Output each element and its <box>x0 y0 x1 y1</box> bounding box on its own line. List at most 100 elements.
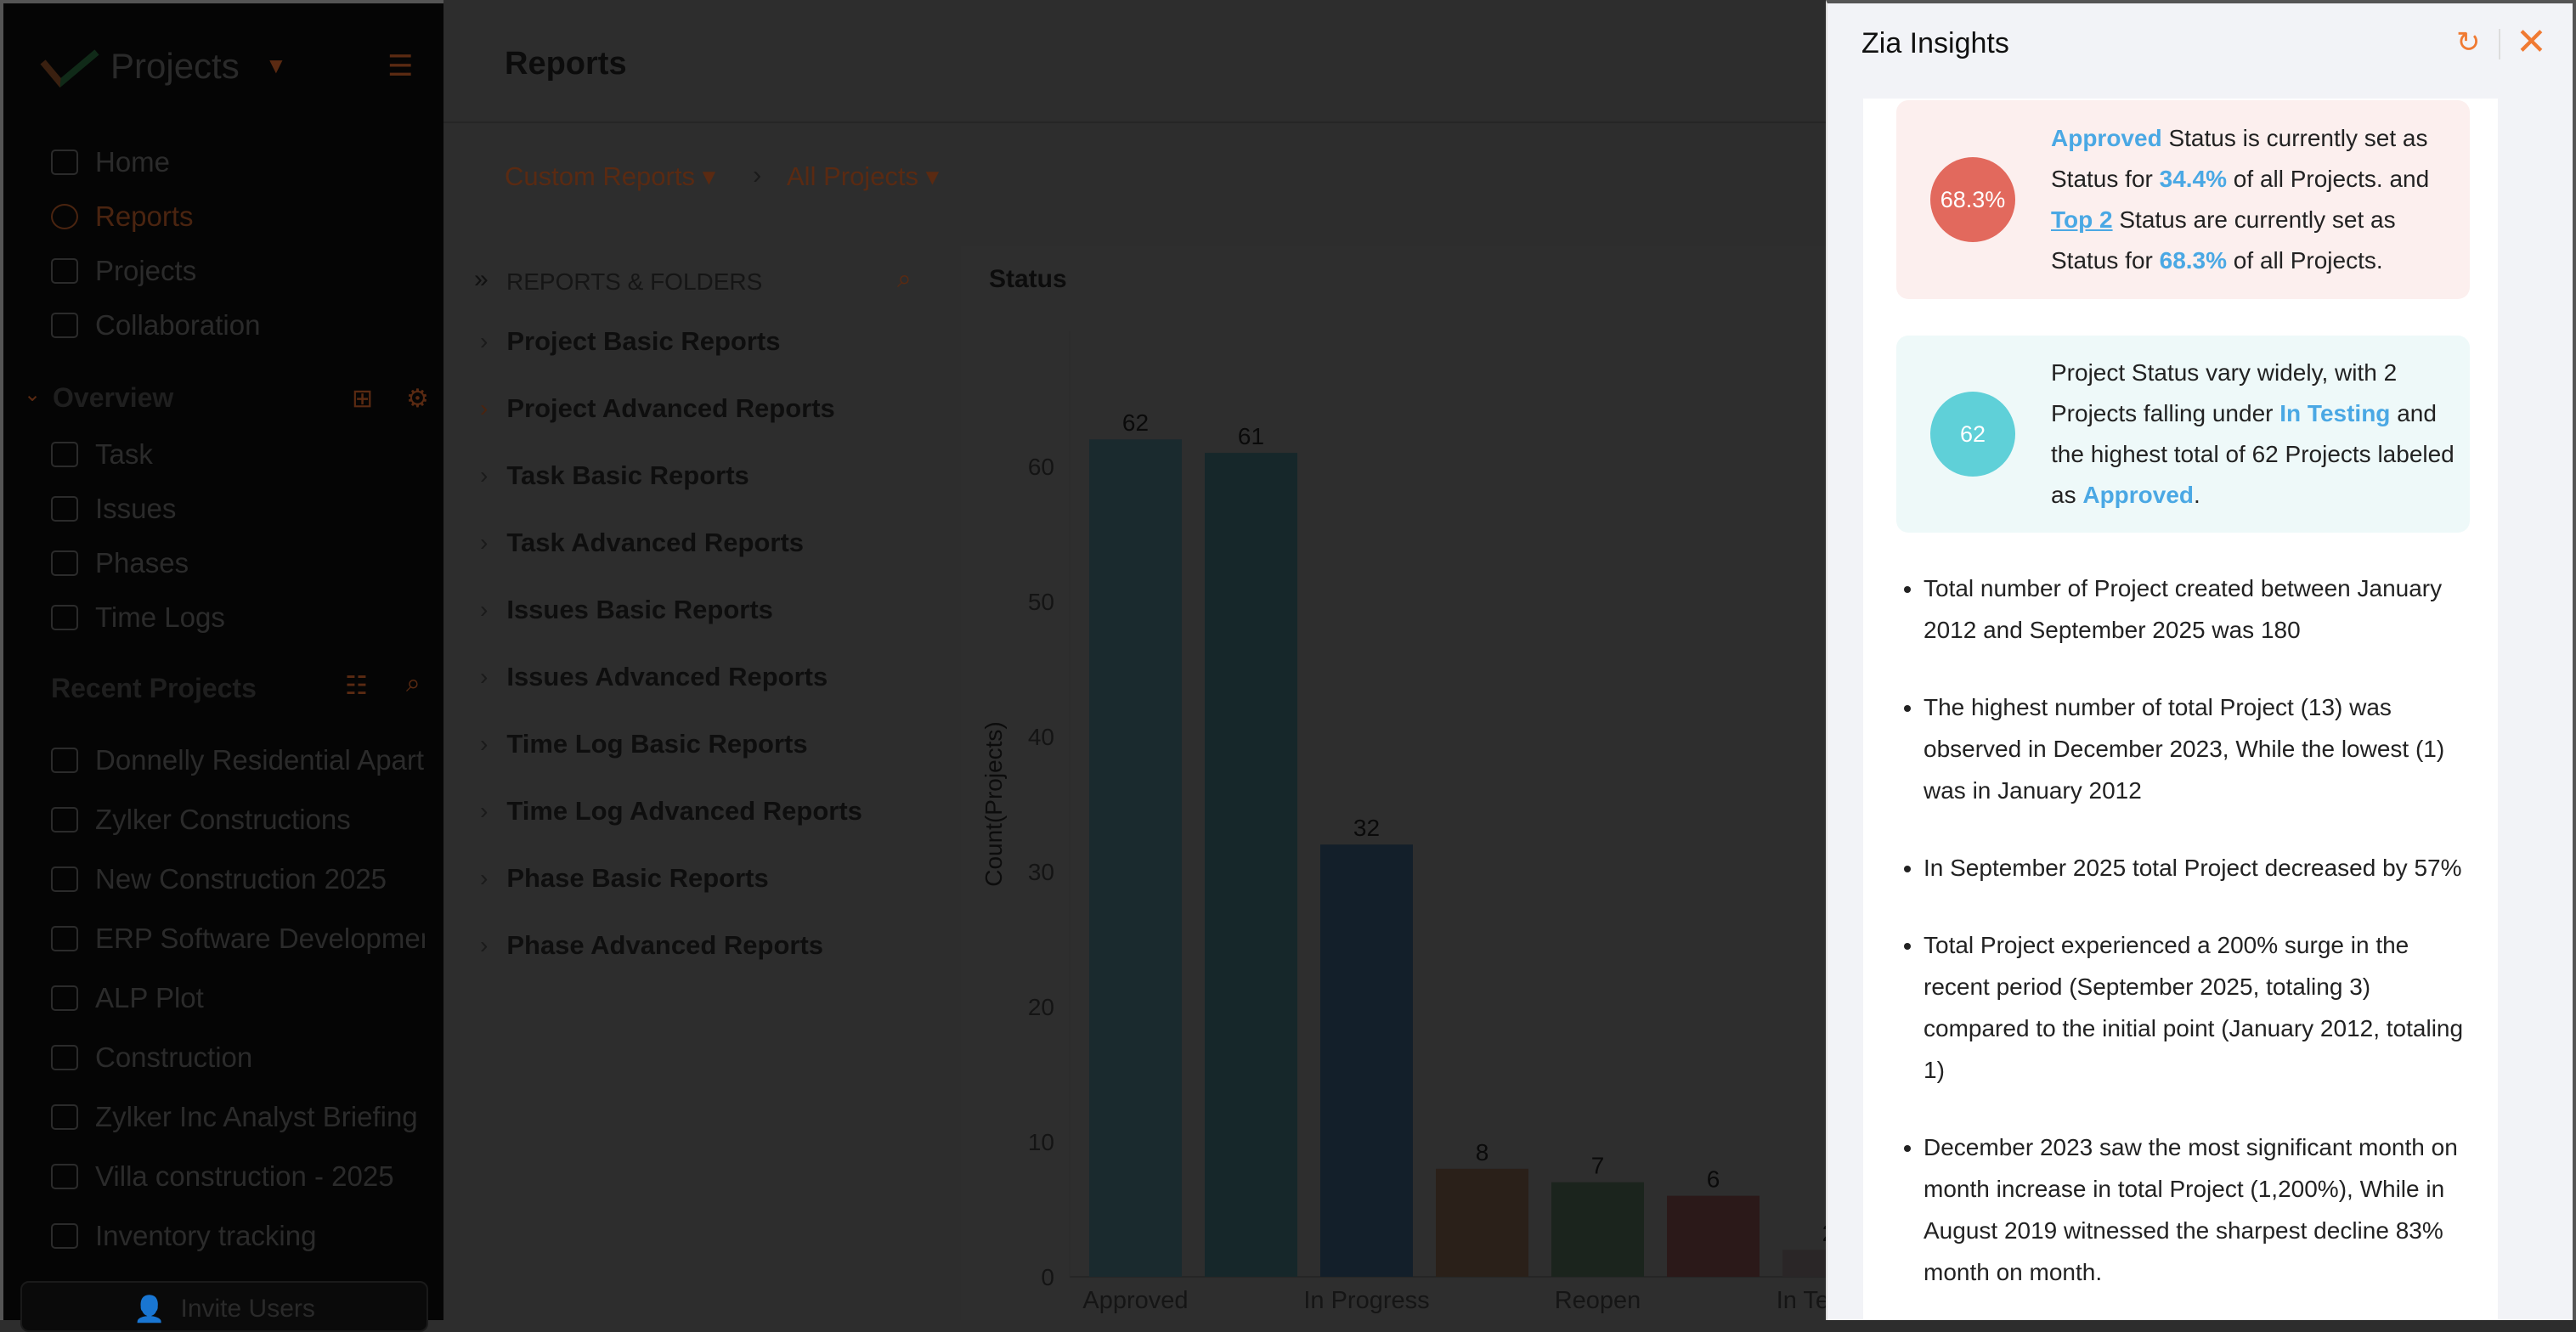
overview-heading[interactable]: Overview <box>53 382 174 413</box>
chart-title: Status <box>989 265 1067 293</box>
folder-item[interactable]: › Issues Advanced Reports <box>480 662 828 692</box>
folder-label: Time Log Advanced Reports <box>506 796 862 826</box>
nav-phases[interactable]: Phases <box>51 547 425 579</box>
y-tick-label: 0 <box>1041 1264 1054 1290</box>
briefcase-icon <box>51 807 78 832</box>
briefcase-icon <box>51 985 78 1011</box>
folder-item[interactable]: › Task Advanced Reports <box>480 528 804 558</box>
recent-project-item[interactable]: Donnelly Residential Apartments <box>51 744 425 776</box>
recent-project-item[interactable]: New Construction 2025 <box>51 863 425 895</box>
search-icon[interactable]: ⌕ <box>406 669 421 697</box>
briefcase-icon <box>51 1104 78 1130</box>
nav-reports[interactable]: Reports <box>51 200 425 233</box>
phases-icon <box>51 550 78 576</box>
status-link[interactable]: Approved <box>2051 125 2162 151</box>
data-label: 32 <box>1353 815 1380 841</box>
folder-item[interactable]: › Project Advanced Reports <box>480 393 835 424</box>
reports-icon <box>51 204 78 229</box>
nav-task[interactable]: Task <box>51 438 425 471</box>
folder-label: Issues Basic Reports <box>506 595 773 624</box>
nav-issues[interactable]: Issues <box>51 493 425 525</box>
data-label: 61 <box>1238 423 1264 449</box>
app-title[interactable]: Projects <box>110 46 240 86</box>
add-icon[interactable]: ⊞ <box>352 385 374 413</box>
recent-project-item[interactable]: Zylker Inc Analyst Briefing <box>51 1101 425 1133</box>
folder-item[interactable]: › Task Basic Reports <box>480 460 749 491</box>
user-icon: 👤 <box>133 1295 166 1324</box>
recent-project-item[interactable]: Zylker Constructions <box>51 804 425 836</box>
percentage-badge: 68.3% <box>1930 157 2015 242</box>
recent-project-item[interactable]: Construction <box>51 1041 425 1074</box>
folder-item[interactable]: › Time Log Advanced Reports <box>480 796 862 827</box>
status-bar-chart: 0102030405060Count(Projects)62Approved61… <box>980 331 1827 1314</box>
bar[interactable] <box>1667 1195 1760 1277</box>
recent-projects-heading: Recent Projects <box>51 673 257 703</box>
chevron-right-icon: › <box>480 529 489 556</box>
main-header: Reports <box>443 0 1826 123</box>
briefcase-icon <box>51 1223 78 1249</box>
folder-item[interactable]: › Phase Basic Reports <box>480 863 769 894</box>
bar[interactable] <box>1205 453 1297 1277</box>
text: of all Projects. <box>2227 247 2383 274</box>
project-name: ERP Software Development <box>95 923 425 954</box>
nav-projects[interactable]: Projects <box>51 255 425 287</box>
breadcrumb-all-projects[interactable]: All Projects ▾ <box>787 161 940 191</box>
folder-item[interactable]: › Time Log Basic Reports <box>480 729 808 759</box>
settings-icon[interactable]: ⚙ <box>406 385 429 413</box>
recent-project-item[interactable]: Villa construction - 2025 <box>51 1160 425 1193</box>
issues-icon <box>51 496 78 522</box>
close-icon[interactable]: ✕ <box>2516 21 2547 63</box>
menu-toggle-icon[interactable]: ☰ <box>387 50 414 82</box>
briefcase-icon <box>51 748 78 773</box>
nav-label: Reports <box>95 200 194 232</box>
folder-label: Task Basic Reports <box>506 460 749 490</box>
refresh-icon[interactable]: ↻ <box>2456 26 2481 59</box>
y-tick-label: 10 <box>1028 1129 1054 1155</box>
expand-folders-icon[interactable]: » <box>474 265 489 293</box>
briefcase-icon <box>51 866 78 892</box>
insight-bullet: Total number of Project created between … <box>1924 567 2474 651</box>
value: 34.4% <box>2159 166 2228 192</box>
recent-project-item[interactable]: ERP Software Development <box>51 923 425 955</box>
chevron-right-icon: › <box>480 663 489 690</box>
y-tick-label: 40 <box>1028 724 1054 750</box>
chevron-right-icon: › <box>480 865 489 891</box>
app-switcher-caret-icon[interactable]: ▼ <box>265 53 287 78</box>
folder-search-icon[interactable]: ⌕ <box>897 265 912 293</box>
nav-home[interactable]: Home <box>51 146 425 178</box>
nav-collaboration[interactable]: Collaboration <box>51 309 425 341</box>
folder-item[interactable]: › Issues Basic Reports <box>480 595 773 625</box>
insight-card-top-status: 68.3% Approved Status is currently set a… <box>1896 100 2470 299</box>
insight-bullet: In September 2025 total Project decrease… <box>1924 847 2474 889</box>
bar[interactable] <box>1320 844 1413 1277</box>
chevron-right-icon: › <box>480 328 489 354</box>
nav-label: Projects <box>95 255 197 286</box>
chevron-right-icon: › <box>480 395 489 421</box>
nav-label: Task <box>95 438 153 470</box>
chevron-right-icon: › <box>480 462 489 488</box>
breadcrumb-custom-reports[interactable]: Custom Reports ▾ <box>505 161 716 191</box>
bar[interactable] <box>1436 1168 1528 1277</box>
chevron-right-icon: › <box>480 596 489 623</box>
recent-project-item[interactable]: ALP Plot <box>51 982 425 1014</box>
insight-bullet: Total Project experienced a 200% surge i… <box>1924 924 2474 1091</box>
y-axis-label: Count(Projects) <box>980 721 1007 887</box>
status-link[interactable]: In Testing <box>2279 400 2391 426</box>
folder-item[interactable]: › Phase Advanced Reports <box>480 930 823 961</box>
bar[interactable] <box>1782 1250 1827 1277</box>
filter-icon[interactable]: ☷ <box>345 672 368 700</box>
bar[interactable] <box>1089 439 1182 1277</box>
folder-item[interactable]: › Project Basic Reports <box>480 326 781 357</box>
folder-label: Phase Advanced Reports <box>506 930 824 960</box>
y-tick-label: 20 <box>1028 994 1054 1020</box>
invite-users-button[interactable]: 👤 Invite Users <box>20 1281 428 1332</box>
overview-collapse-icon[interactable]: ⌄ <box>24 383 42 406</box>
status-link[interactable]: Approved <box>2082 482 2195 508</box>
text: and the highest total of 62 Projects lab… <box>2051 400 2455 508</box>
nav-time-logs[interactable]: Time Logs <box>51 601 425 634</box>
top-2-link[interactable]: Top 2 <box>2051 206 2113 233</box>
project-name: New Construction 2025 <box>95 863 387 895</box>
insight-bullets: Total number of Project created between … <box>1896 567 2474 1329</box>
recent-project-item[interactable]: Inventory tracking <box>51 1220 425 1252</box>
bar[interactable] <box>1551 1182 1644 1277</box>
